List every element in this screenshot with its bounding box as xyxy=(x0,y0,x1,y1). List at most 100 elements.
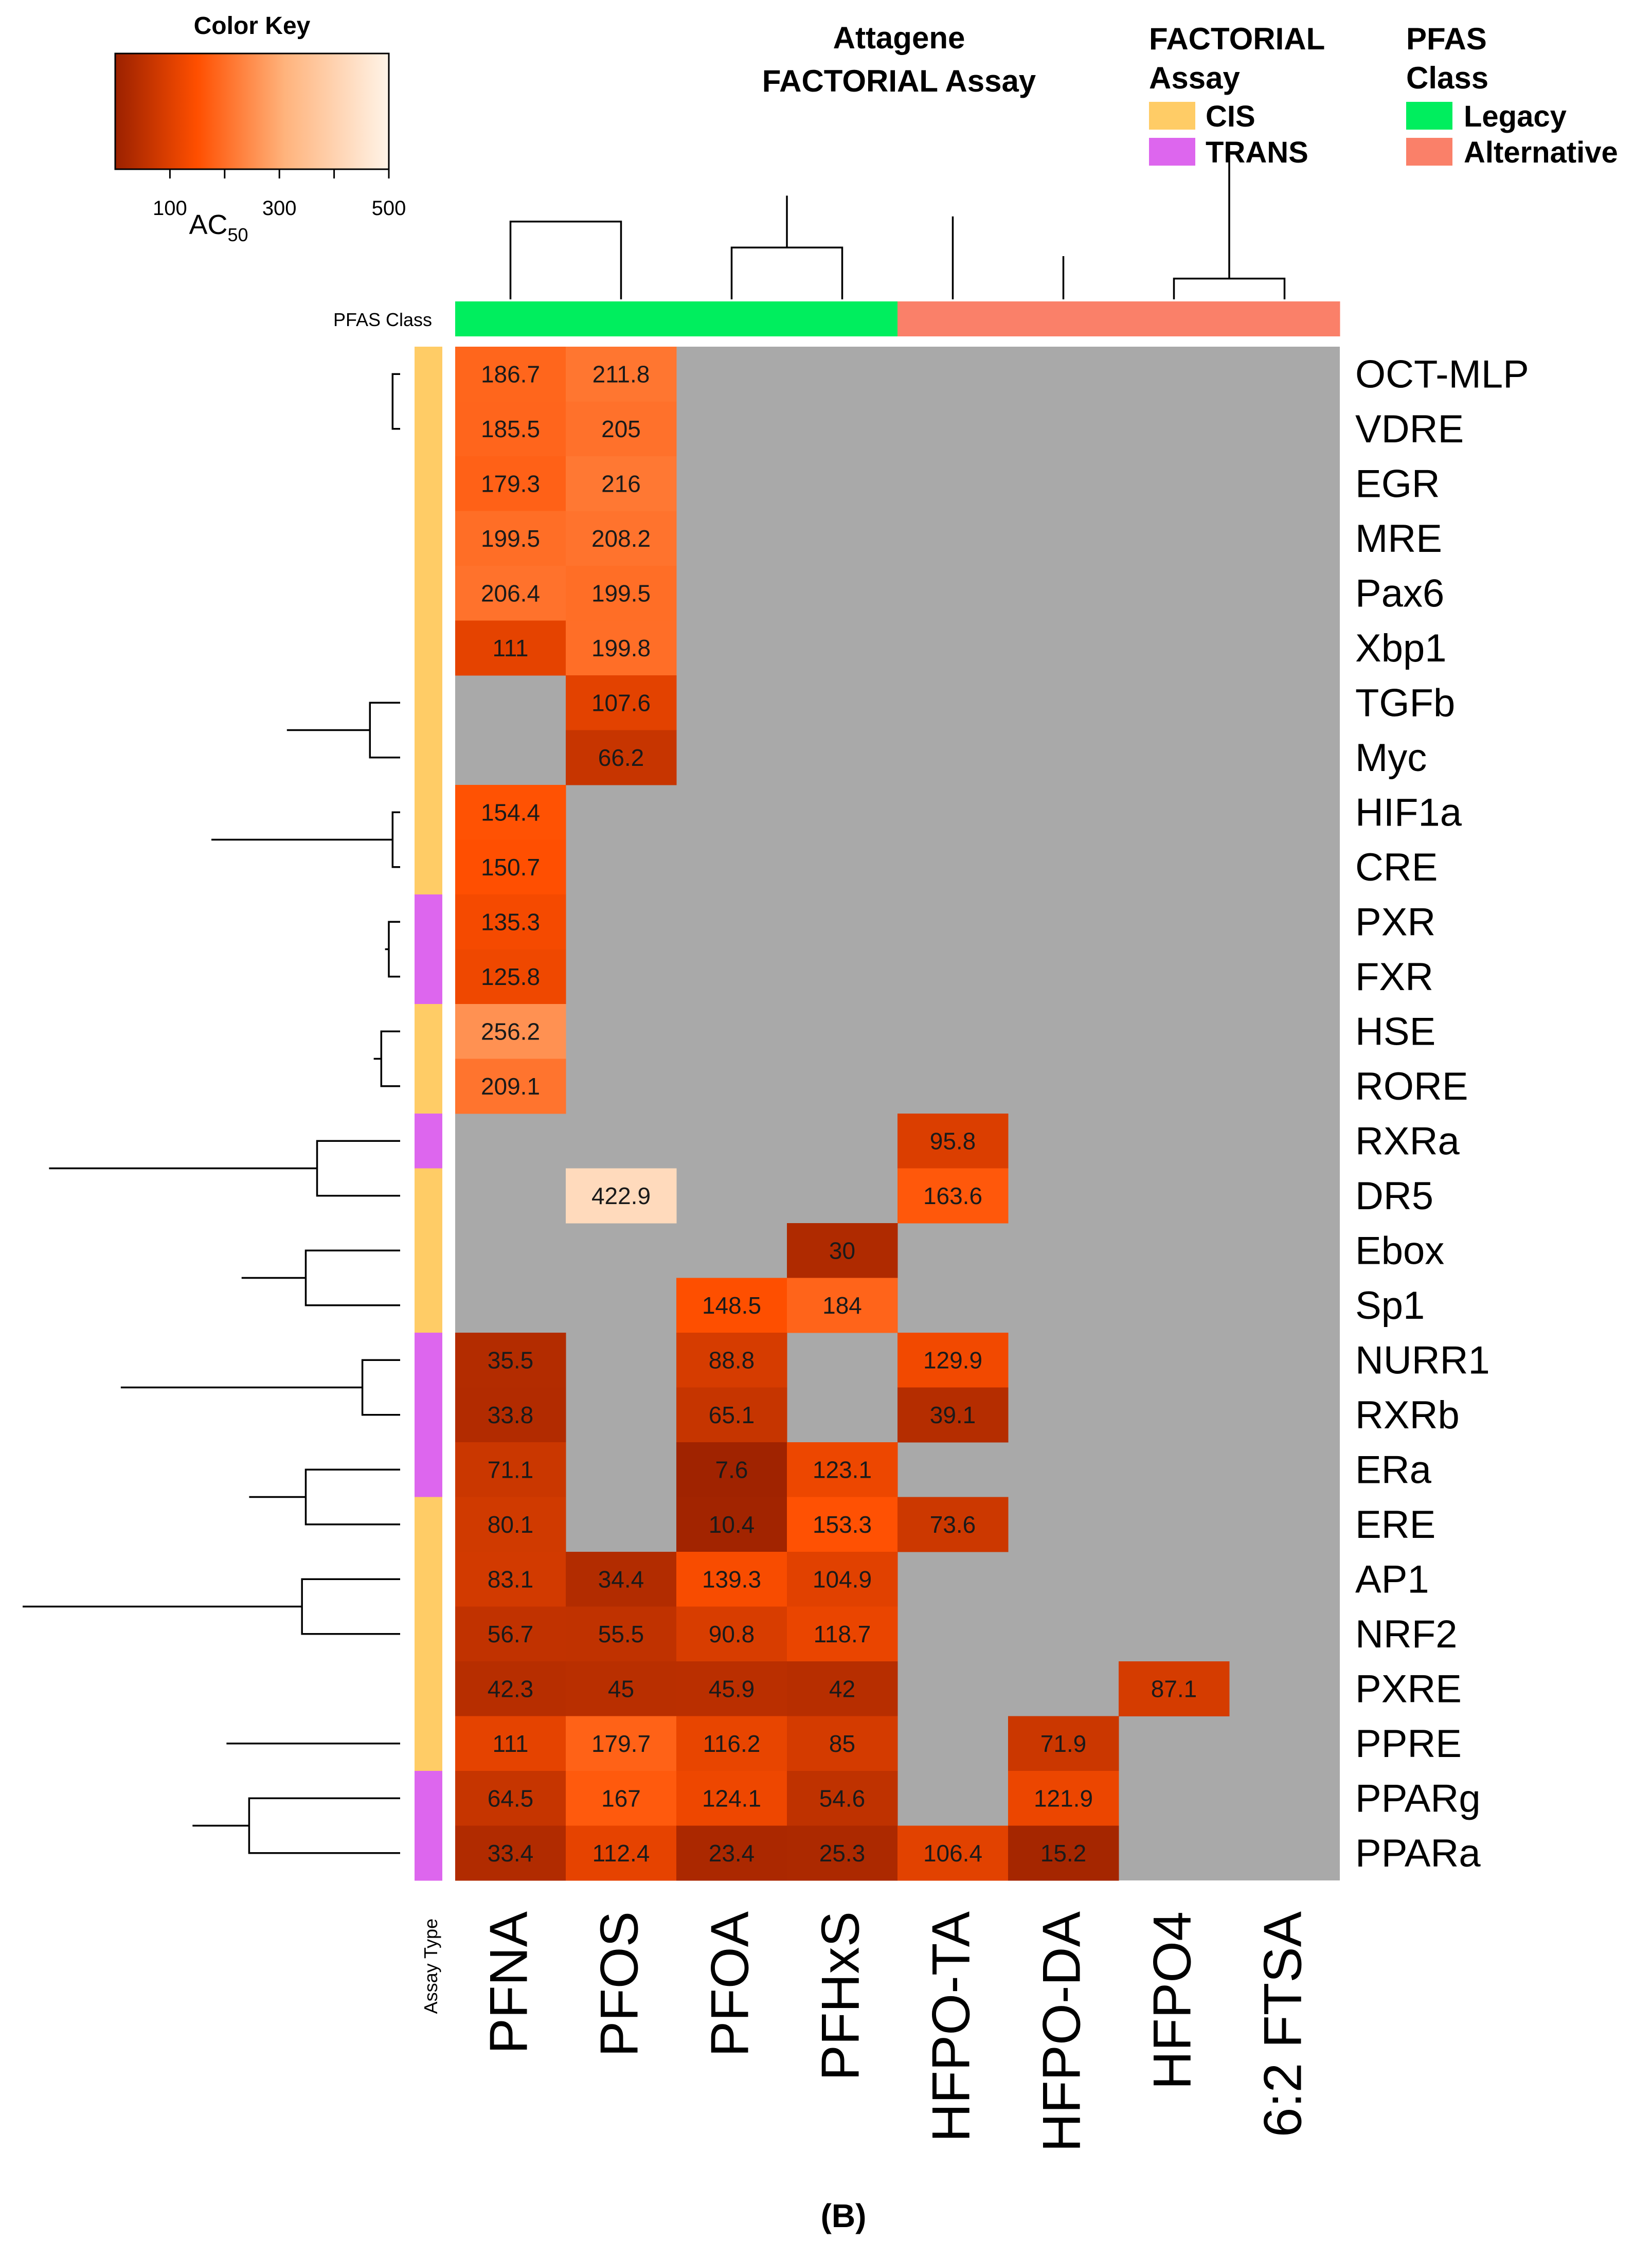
cell-ere-pfna xyxy=(455,1497,566,1552)
panel-label: (B) xyxy=(821,2197,867,2234)
cell-label-pparg-pfhxs: 54.6 xyxy=(819,1785,866,1812)
dendrogram-branch-23 xyxy=(248,1797,400,1854)
cell-label-ap1-pfna: 83.1 xyxy=(488,1566,534,1592)
cell-label-ppara-pfoa: 23.4 xyxy=(709,1840,755,1867)
cell-label-rxra-hfpo-ta: 95.8 xyxy=(930,1127,976,1154)
cell-era-pfna xyxy=(455,1442,566,1497)
cell-ere-pfoa xyxy=(676,1497,787,1552)
row-label-myc: Myc xyxy=(1355,736,1427,780)
row-label-ebox: Ebox xyxy=(1355,1229,1444,1272)
cell-ere-hfpo-ta xyxy=(897,1497,1009,1552)
assay-bar-segment-xbp1 xyxy=(415,620,442,676)
chart-title-line2: FACTORIAL Assay xyxy=(762,64,1036,98)
cell-nrf2-pfhxs xyxy=(787,1606,898,1662)
row-label-pxre: PXRE xyxy=(1355,1667,1462,1711)
cell-label-ppre-pfhxs: 85 xyxy=(829,1730,855,1757)
cell-sp1-pfoa xyxy=(676,1278,787,1333)
row-label-pax6: Pax6 xyxy=(1355,571,1444,615)
cell-label-nrf2-pfhxs: 118.7 xyxy=(814,1621,871,1647)
dendrogram-branch-14 xyxy=(304,1249,400,1306)
assay-bar-segment-dr5 xyxy=(415,1168,442,1224)
dendrogram-branch-3 xyxy=(1173,277,1286,299)
cell-label-dr5-pfos: 422.9 xyxy=(591,1182,651,1209)
row-label-hse: HSE xyxy=(1355,1010,1435,1053)
dendrogram-branch-8 xyxy=(388,921,400,978)
assay-bar-segment-ppre xyxy=(415,1716,442,1771)
cell-label-rxrb-pfna: 33.8 xyxy=(488,1402,534,1428)
cell-hse-pfna xyxy=(455,1004,566,1059)
class-bar-segment-pfhxs xyxy=(787,301,898,336)
cell-label-ere-hfpo-ta: 73.6 xyxy=(930,1511,976,1538)
cell-pax6-pfna xyxy=(455,566,566,621)
assay-bar-segment-rore xyxy=(415,1059,442,1114)
assay-bar-segment-oct-mlp xyxy=(415,347,442,402)
legend-swatch-alternative xyxy=(1406,138,1452,166)
assay-bar-segment-myc xyxy=(415,730,442,785)
cell-label-xbp1-pfna: 111 xyxy=(493,635,529,661)
cell-label-pax6-pfos: 199.5 xyxy=(591,580,651,606)
cell-mre-pfna xyxy=(455,511,566,566)
cell-label-sp1-pfhxs: 184 xyxy=(822,1292,862,1319)
cell-pxr-pfna xyxy=(455,894,566,949)
row-label-era: ERa xyxy=(1355,1448,1432,1492)
cell-egr-pfna xyxy=(455,456,566,511)
cell-nurr1-hfpo-ta xyxy=(897,1333,1009,1388)
row-dendrogram xyxy=(23,374,400,1854)
assay-bar-segment-ap1 xyxy=(415,1552,442,1607)
cell-label-era-pfhxs: 123.1 xyxy=(813,1456,872,1483)
legend-label-trans: TRANS xyxy=(1206,136,1308,169)
assay-bar-segment-mre xyxy=(415,511,442,566)
cell-pparg-pfhxs xyxy=(787,1771,898,1826)
row-label-rore: RORE xyxy=(1355,1065,1468,1108)
assay-bar-segment-hse xyxy=(415,1004,442,1059)
cell-pparg-pfna xyxy=(455,1771,566,1826)
cell-ppara-pfos xyxy=(566,1825,677,1881)
cell-pxre-pfna xyxy=(455,1661,566,1716)
cell-label-ppara-hfpo-ta: 106.4 xyxy=(923,1840,982,1867)
row-label-oct-mlp: OCT-MLP xyxy=(1355,352,1529,396)
cell-ppara-pfoa xyxy=(676,1825,787,1881)
cell-nurr1-pfna xyxy=(455,1333,566,1388)
cell-label-ppara-pfhxs: 25.3 xyxy=(819,1840,866,1867)
legend-label-cis: CIS xyxy=(1206,100,1255,133)
cell-label-nurr1-pfoa: 88.8 xyxy=(709,1347,755,1373)
cell-rore-pfna xyxy=(455,1059,566,1114)
row-label-tgfb: TGFb xyxy=(1355,681,1455,725)
cell-label-pparg-pfoa: 124.1 xyxy=(702,1785,761,1812)
assay-bar-segment-cre xyxy=(415,839,442,895)
cell-label-oct-mlp-pfos: 211.8 xyxy=(592,361,650,387)
cell-label-ppara-pfos: 112.4 xyxy=(592,1840,650,1867)
cell-label-rxrb-pfoa: 65.1 xyxy=(709,1402,755,1428)
row-label-nrf2: NRF2 xyxy=(1355,1612,1457,1656)
cell-label-nurr1-pfna: 35.5 xyxy=(488,1347,534,1373)
class-bar-segment-pfna xyxy=(455,301,566,336)
class-bar-segment-hfpo4 xyxy=(1119,301,1230,336)
cell-ppre-hfpo-da xyxy=(1008,1716,1119,1771)
cell-pparg-pfos xyxy=(566,1771,677,1826)
row-label-ere: ERE xyxy=(1355,1503,1435,1547)
cell-sp1-pfhxs xyxy=(787,1278,898,1333)
assay-bar-segment-pxre xyxy=(415,1661,442,1716)
assay-type-bar xyxy=(415,347,442,1881)
cell-egr-pfos xyxy=(566,456,677,511)
cell-label-ppre-pfos: 179.7 xyxy=(591,1730,651,1757)
assay-bar-segment-pparg xyxy=(415,1771,442,1826)
cell-pax6-pfos xyxy=(566,566,677,621)
cell-label-myc-pfos: 66.2 xyxy=(598,744,644,771)
cell-label-pparg-pfos: 167 xyxy=(601,1785,641,1812)
row-label-ap1: AP1 xyxy=(1355,1557,1429,1601)
dendrogram-branch-16 xyxy=(361,1359,400,1416)
cell-label-nurr1-hfpo-ta: 129.9 xyxy=(923,1347,982,1373)
cell-pparg-hfpo-da xyxy=(1008,1771,1119,1826)
assay-bar-segment-hif1a xyxy=(415,785,442,840)
assay-bar-segment-ppara xyxy=(415,1825,442,1881)
color-key-tick-label-500: 500 xyxy=(372,197,406,220)
color-key-tick-label-100: 100 xyxy=(153,197,187,220)
cell-era-pfoa xyxy=(676,1442,787,1497)
cell-label-fxr-pfna: 125.8 xyxy=(481,963,540,990)
cell-label-cre-pfna: 150.7 xyxy=(481,854,540,881)
color-key-measure-subscript: 50 xyxy=(227,224,248,245)
cell-label-mre-pfna: 199.5 xyxy=(481,525,540,552)
cell-nurr1-pfoa xyxy=(676,1333,787,1388)
